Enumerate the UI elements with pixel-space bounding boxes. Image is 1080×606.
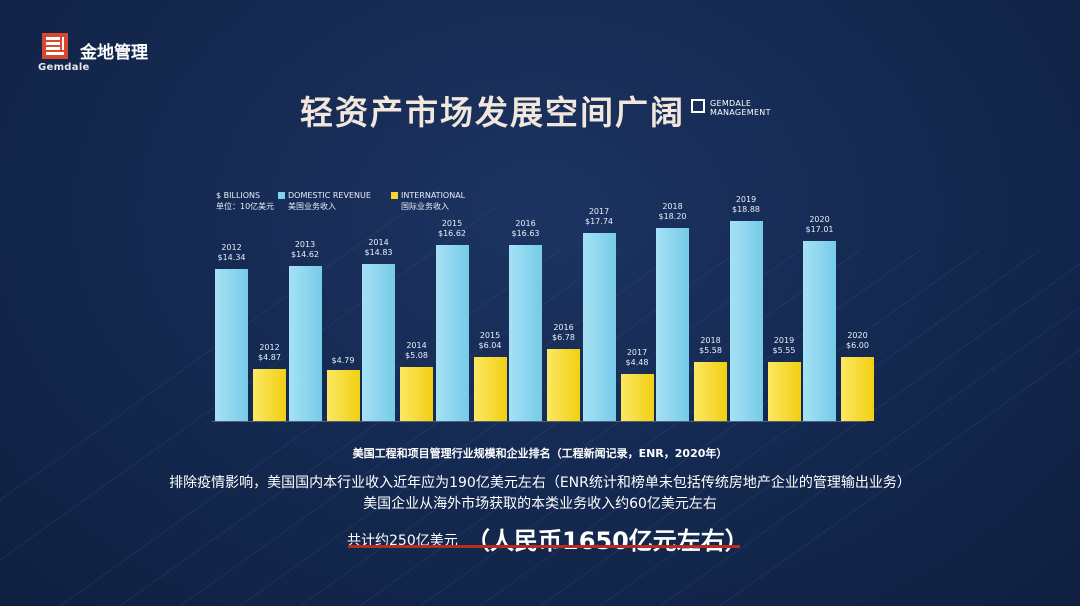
domestic-year-label: 2014 — [368, 237, 389, 247]
domestic-value-label: $16.62 — [438, 228, 466, 238]
international-bar — [694, 361, 727, 421]
international-year-label: 2018 — [700, 335, 721, 345]
domestic-bar-label: 2019 $18.88 — [732, 195, 760, 215]
domestic-year-label: 2016 — [515, 218, 536, 228]
international-value-label: $5.58 — [699, 345, 722, 355]
domestic-bar — [435, 244, 469, 421]
international-bar — [620, 373, 654, 421]
international-value-label: $5.55 — [772, 346, 796, 356]
legend-domestic: DOMESTIC REVENUE 美国业务收入 — [288, 190, 371, 212]
brand-line-2: MANAGEMENT — [710, 108, 771, 117]
brand-line-1: GEMDALE — [710, 99, 752, 108]
international-value-label: $4.79 — [331, 356, 355, 366]
domestic-value-label: $14.34 — [217, 253, 246, 263]
chart-source-note: 美国工程和项目管理行业规模和企业排名（工程新闻记录，ENR，2020年） — [352, 447, 728, 460]
international-value-label: $4.48 — [625, 357, 649, 367]
description-line-2: 美国企业从海外市场获取的本类业务收入约60亿美元左右 — [363, 496, 717, 512]
international-bar — [841, 357, 874, 421]
legend-international-swatch — [391, 192, 398, 199]
domestic-year-label: 2018 — [662, 202, 683, 212]
international-value-label: $6.78 — [552, 333, 575, 343]
international-year-label: 2015 — [479, 331, 501, 341]
domestic-value-label: $14.83 — [364, 247, 393, 257]
domestic-bar — [803, 240, 836, 421]
domestic-bar — [582, 233, 616, 421]
international-value-label: $4.87 — [258, 353, 281, 363]
international-year-label: 2019 — [773, 336, 795, 346]
domestic-value-label: $17.01 — [805, 224, 834, 234]
international-bar — [767, 362, 801, 421]
domestic-bar-label: 2015 $16.62 — [438, 219, 466, 239]
international-year-label: 2016 — [553, 323, 574, 333]
legend-unit-cn: 单位：10亿美元 — [216, 202, 275, 211]
domestic-bar-label: 2017 $17.74 — [585, 207, 613, 227]
slide-title: 轻资产市场发展空间广阔 — [300, 93, 685, 132]
international-bar — [547, 349, 580, 421]
legend-domestic-cn: 美国业务收入 — [288, 202, 336, 211]
chart-baseline — [212, 421, 867, 422]
legend-unit: $ BILLIONS 单位：10亿美元 — [216, 190, 274, 212]
international-bar-label: 2015 $6.04 — [479, 331, 502, 351]
domestic-bar — [362, 263, 395, 421]
domestic-bar — [656, 228, 689, 421]
international-year-label: 2017 — [626, 347, 648, 357]
international-bar-label: 2012 $4.87 — [258, 343, 281, 363]
international-bar-label: 2018 $5.58 — [699, 336, 722, 356]
international-year-label: 2020 — [847, 331, 868, 341]
domestic-bar-label: 2014 $14.83 — [365, 238, 393, 258]
domestic-bar — [729, 221, 763, 421]
international-bar — [253, 369, 286, 421]
domestic-year-label: 2015 — [441, 218, 463, 228]
legend-international: INTERNATIONAL 国际业务收入 — [401, 190, 465, 212]
international-bar-label: 2014 $5.08 — [405, 341, 428, 361]
international-value-label: $6.00 — [846, 341, 869, 351]
international-year-label: 2014 — [406, 341, 427, 351]
legend-unit-en: $ BILLIONS — [216, 191, 261, 200]
legend-domestic-en: DOMESTIC REVENUE — [288, 191, 371, 200]
domestic-year-label: 2019 — [735, 195, 757, 204]
logo-name: 金地管理 — [80, 43, 148, 63]
international-bar — [326, 370, 360, 421]
international-bar-label: 2017 $4.48 — [626, 348, 649, 368]
total-rmb: （人民币1650亿元左右） — [466, 527, 749, 555]
domestic-bar — [288, 266, 322, 421]
domestic-value-label: $18.20 — [658, 212, 687, 222]
domestic-bar-label: 2013 $14.62 — [291, 240, 319, 260]
international-bar — [473, 357, 507, 421]
international-bar-label: 2019 $5.55 — [773, 336, 796, 356]
domestic-bar — [509, 244, 542, 421]
brand-mark: GEMDALE MANAGEMENT — [710, 99, 771, 117]
international-value-label: $5.08 — [405, 351, 428, 361]
logo-subtitle: Gemdale — [38, 62, 90, 73]
domestic-year-label: 2013 — [294, 240, 316, 250]
domestic-bar-label: 2012 $14.34 — [218, 243, 246, 263]
legend-international-cn: 国际业务收入 — [401, 202, 449, 211]
domestic-bar-label: 2016 $16.63 — [512, 219, 540, 239]
total-underline — [348, 545, 740, 548]
international-bar-label: 2016 $6.78 — [552, 323, 575, 343]
domestic-value-label: $18.88 — [732, 205, 760, 214]
domestic-value-label: $17.74 — [585, 217, 613, 227]
brand-square-icon — [691, 99, 705, 113]
domestic-value-label: $16.63 — [511, 228, 540, 238]
domestic-year-label: 2012 — [221, 243, 242, 253]
legend-international-en: INTERNATIONAL — [401, 191, 466, 200]
description-line-1: 排除疫情影响，美国国内本行业收入近年应为190亿美元左右（ENR统计和榜单未包括… — [169, 475, 911, 491]
domestic-bar — [215, 269, 248, 421]
domestic-value-label: $14.62 — [291, 250, 319, 260]
domestic-year-label: 2020 — [809, 214, 830, 224]
domestic-year-label: 2017 — [588, 207, 610, 217]
international-bar-label: 2020 $6.00 — [846, 331, 869, 351]
domestic-bar-label: 2020 $17.01 — [806, 215, 834, 235]
legend-domestic-swatch — [278, 192, 285, 199]
international-bar — [400, 367, 433, 421]
gemdale-logo-icon — [42, 33, 68, 59]
international-value-label: $6.04 — [478, 341, 502, 351]
domestic-bar-label: 2018 $18.20 — [659, 202, 687, 222]
international-year-label: 2012 — [259, 343, 280, 353]
international-bar-label: $4.79 — [332, 356, 355, 366]
